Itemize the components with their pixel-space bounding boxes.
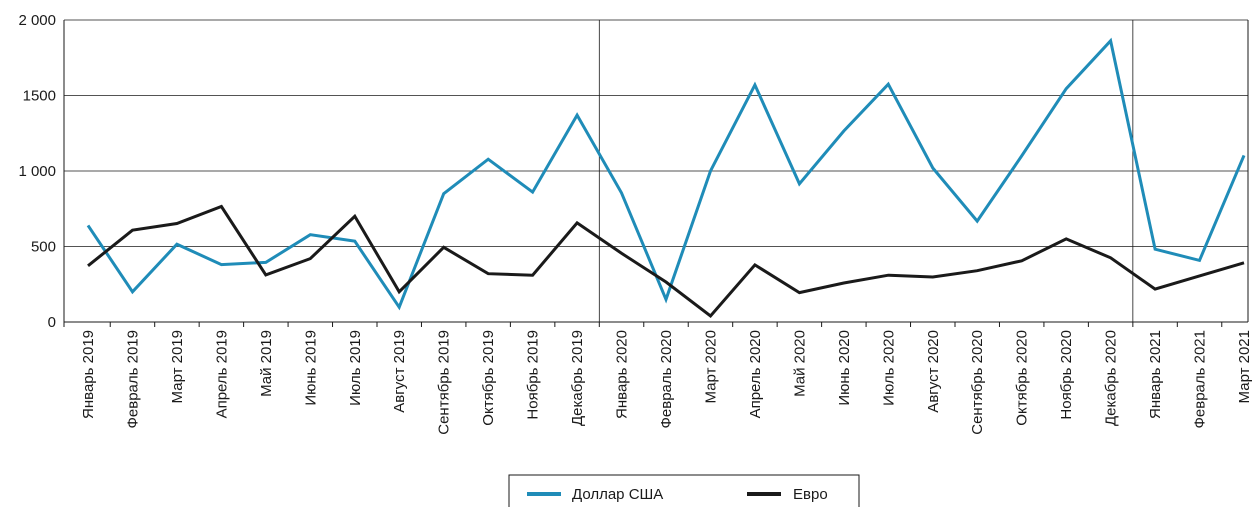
series-line-0 — [86, 37, 1246, 311]
series-lines — [86, 37, 1246, 319]
x-tick-label: Май 2019 — [258, 330, 275, 397]
x-tick-label: Январь 2020 — [614, 330, 631, 419]
legend-box — [508, 474, 860, 512]
x-tick-label: Июль 2019 — [347, 330, 364, 406]
y-axis-tick-labels: 0 500 1 000 1500 2 000 — [18, 12, 56, 331]
x-tick-label: Март 2019 — [169, 330, 186, 403]
x-tick-label: Март 2021 — [1236, 330, 1253, 403]
x-tick-label: Август 2019 — [391, 330, 408, 413]
x-tick-label: Апрель 2019 — [213, 330, 230, 418]
legend: Доллар США Евро — [508, 474, 860, 512]
x-tick-label: Ноябрь 2019 — [525, 330, 542, 420]
y-tick-label: 1500 — [23, 88, 56, 105]
y-tick-label: 0 — [48, 314, 56, 331]
x-tick-label: Февраль 2019 — [124, 330, 141, 429]
x-tick-label: Июнь 2019 — [302, 330, 319, 406]
x-tick-label: Апрель 2020 — [747, 330, 764, 418]
x-tick-label: Сентябрь 2020 — [969, 330, 986, 435]
x-tick-label: Декабрь 2020 — [1103, 330, 1120, 426]
y-tick-label: 500 — [31, 239, 56, 256]
y-tick-label: 2 000 — [18, 12, 56, 29]
gridlines — [63, 19, 1249, 327]
x-tick-label: Декабрь 2019 — [569, 330, 586, 426]
x-tick-label: Сентябрь 2019 — [436, 330, 453, 435]
x-tick-label: Март 2020 — [702, 330, 719, 403]
x-tick-label: Февраль 2021 — [1192, 330, 1209, 429]
x-tick-label: Август 2020 — [925, 330, 942, 413]
x-tick-label: Октябрь 2019 — [480, 330, 497, 426]
y-tick-label: 1 000 — [18, 163, 56, 180]
legend-label-0: Доллар США — [572, 486, 663, 503]
x-tick-label: Май 2020 — [791, 330, 808, 397]
x-tick-label: Октябрь 2020 — [1014, 330, 1031, 426]
x-tick-label: Январь 2021 — [1147, 330, 1164, 419]
x-tick-label: Январь 2019 — [80, 330, 97, 419]
x-tick-label: Февраль 2020 — [658, 330, 675, 429]
legend-label-1: Евро — [793, 486, 828, 503]
series-line-1 — [87, 204, 1245, 319]
x-tick-label: Июль 2020 — [880, 330, 897, 406]
x-axis-tick-labels: Январь 2019 Февраль 2019 Март 2019 Апрель 2… — [80, 330, 1253, 435]
x-tick-label: Ноябрь 2020 — [1058, 330, 1075, 420]
x-tick-label: Июнь 2020 — [836, 330, 853, 406]
